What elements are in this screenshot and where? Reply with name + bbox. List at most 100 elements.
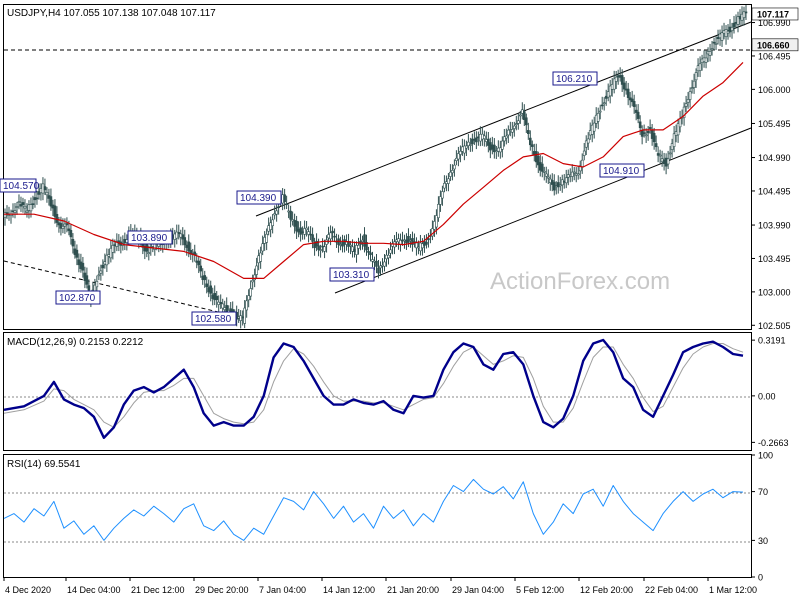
price-candle-body (698, 63, 702, 71)
price-candle-body (375, 260, 378, 267)
price-candle-body (249, 288, 252, 297)
price-label-text: 104.910 (603, 166, 640, 177)
price-candle-body (199, 265, 203, 272)
rsi-y-tick-label: 30 (758, 536, 768, 546)
macd-panel-frame (3, 332, 752, 451)
price-candle-body (65, 223, 69, 226)
price-candle-body (285, 203, 288, 206)
price-candle-body (688, 91, 692, 100)
price-label-text: 102.870 (59, 293, 96, 304)
price-y-tick-label: 103.000 (758, 287, 791, 297)
price-candle-body (630, 98, 634, 103)
price-candle-body (443, 183, 446, 189)
price-candle-body (632, 101, 636, 107)
price-candle-body (389, 249, 392, 254)
price-candle-body (221, 303, 225, 309)
price-candle-body (648, 127, 652, 129)
price-y-tick-label: 104.495 (758, 186, 791, 196)
price-candle-body (580, 159, 584, 168)
price-candle-body (43, 186, 47, 191)
support-dashed-line (3, 260, 236, 317)
x-tick-label: 1 Mar 12:00 (709, 585, 757, 595)
price-candle-body (694, 72, 698, 81)
price-candle-body (269, 222, 272, 230)
price-candle-body (261, 243, 264, 252)
price-candle-body (676, 123, 680, 136)
price-candle-body (45, 192, 49, 196)
price-candle-body (584, 140, 588, 148)
price-candle-body (421, 243, 424, 249)
price-y-tick-label: 106.990 (758, 18, 791, 28)
price-candle-body (658, 154, 662, 157)
price-candle-body (319, 249, 322, 251)
price-candle-body (451, 170, 454, 174)
price-candle-body (614, 76, 618, 82)
price-panel-frame (3, 4, 752, 330)
price-y-tick-label: 106.000 (758, 85, 791, 95)
price-label-box (329, 267, 375, 282)
price-candle-body (303, 228, 306, 235)
price-candle-body (329, 232, 332, 240)
rsi-panel-title: RSI(14) 69.5541 (7, 459, 81, 470)
price-candle-body (578, 165, 582, 172)
price-candle-body (21, 202, 25, 205)
price-candle-body (177, 232, 181, 235)
price-candle-body (35, 197, 39, 200)
price-candle-body (744, 11, 748, 14)
price-candle-body (61, 226, 65, 229)
x-tick-label: 12 Feb 20:00 (580, 585, 633, 595)
price-candle-body (439, 196, 442, 205)
channel-lower-line (334, 127, 752, 294)
price-candle-body (407, 235, 410, 243)
price-candle-body (449, 171, 452, 177)
price-candle-body (507, 129, 510, 136)
rsi-y-tick-label: 70 (758, 487, 768, 497)
price-candle-body (265, 233, 268, 243)
price-candle-body (333, 235, 336, 238)
price-candle-body (622, 82, 626, 90)
x-tick-label: 14 Dec 04:00 (67, 585, 121, 595)
price-candle-body (365, 242, 368, 251)
price-candle-body (383, 261, 386, 267)
current-price-tag-box (751, 7, 799, 21)
price-candle-body (730, 27, 734, 31)
price-candle-body (714, 43, 718, 45)
price-candle-body (87, 285, 91, 291)
price-candle-body (457, 153, 460, 160)
price-candle-body (53, 205, 57, 217)
price-candle-body (602, 102, 606, 105)
price-label-text: 102.580 (195, 314, 232, 325)
price-candle-body (459, 150, 462, 155)
price-candle-body (209, 285, 213, 294)
price-candle-body (447, 178, 450, 184)
price-candle-body (299, 227, 302, 235)
price-label-box (236, 190, 282, 205)
price-candle-body (668, 152, 672, 155)
price-candle-body (25, 210, 29, 213)
price-candle-body (17, 201, 21, 203)
price-candle-body (271, 219, 274, 227)
price-candle-body (295, 220, 298, 232)
macd-y-tick-label: 0.00 (758, 391, 776, 401)
price-label-text: 103.890 (131, 233, 168, 244)
rsi-panel-frame (3, 454, 752, 578)
x-tick-label: 5 Feb 12:00 (516, 585, 564, 595)
price-candle-body (357, 244, 360, 249)
price-candle-body (654, 143, 658, 148)
price-candle-body (463, 145, 466, 154)
price-candle-body (247, 295, 250, 301)
price-candle-body (542, 171, 546, 173)
price-candle-body (666, 158, 670, 165)
price-candle-body (215, 295, 219, 301)
price-candle-body (515, 123, 518, 125)
price-candle-body (710, 48, 714, 51)
price-y-tick-label: 105.495 (758, 119, 791, 129)
price-candle-body (105, 254, 109, 266)
price-label-box (0, 178, 37, 193)
price-candle-body (686, 99, 690, 103)
price-candle-body (323, 246, 326, 252)
price-candle-body (586, 138, 590, 144)
price-candle-body (636, 111, 640, 119)
x-tick-label: 21 Dec 12:00 (131, 585, 185, 595)
price-candle-body (317, 245, 320, 250)
